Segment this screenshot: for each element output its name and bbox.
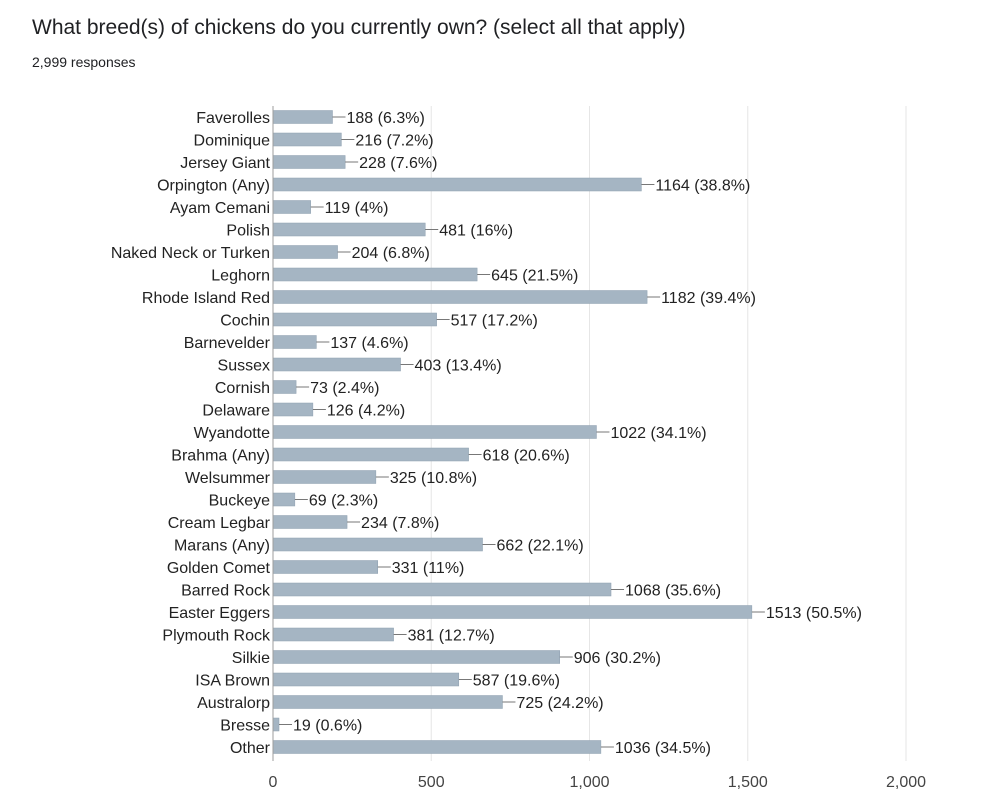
category-label: Easter Eggers xyxy=(169,605,270,622)
x-tick-label: 2,000 xyxy=(886,774,926,791)
bar xyxy=(272,695,503,709)
value-label: 204 (6.8%) xyxy=(352,245,430,262)
value-label: 662 (22.1%) xyxy=(497,538,584,555)
bar xyxy=(272,605,753,619)
category-label: Leghorn xyxy=(211,268,270,285)
question-title: What breed(s) of chickens do you current… xyxy=(32,16,686,39)
value-label: 1513 (50.5%) xyxy=(766,605,862,622)
x-tick-label: 1,500 xyxy=(728,774,768,791)
category-label: Golden Comet xyxy=(167,560,271,577)
bar xyxy=(272,245,338,259)
bar xyxy=(272,492,296,507)
category-label: Ayam Cemani xyxy=(170,200,270,217)
value-label: 228 (7.6%) xyxy=(359,155,437,172)
value-label: 216 (7.2%) xyxy=(355,133,433,150)
bar xyxy=(272,380,297,394)
bar xyxy=(272,335,317,349)
category-label: Silkie xyxy=(232,650,270,667)
value-label: 1036 (34.5%) xyxy=(615,740,711,757)
value-label: 126 (4.2%) xyxy=(327,403,405,420)
value-label: 403 (13.4%) xyxy=(415,358,502,375)
value-label: 188 (6.3%) xyxy=(347,110,425,127)
bar xyxy=(272,515,348,529)
bar xyxy=(272,560,379,574)
value-label: 725 (24.2%) xyxy=(516,695,603,712)
category-label: Welsummer xyxy=(185,470,271,487)
value-label: 481 (16%) xyxy=(439,223,513,240)
category-label: Plymouth Rock xyxy=(162,628,271,645)
bar xyxy=(272,177,642,192)
category-label: Barnevelder xyxy=(184,335,271,352)
category-label: Cochin xyxy=(220,313,270,330)
bar xyxy=(272,155,346,169)
x-tick-label: 0 xyxy=(269,774,278,791)
bar xyxy=(272,672,460,687)
value-label: 1022 (34.1%) xyxy=(610,425,706,442)
category-label: Faverolles xyxy=(196,110,270,127)
bar xyxy=(272,537,483,552)
bar xyxy=(272,717,280,732)
value-label: 325 (10.8%) xyxy=(390,470,477,487)
category-label: Brahma (Any) xyxy=(171,448,270,465)
bar xyxy=(272,582,612,597)
value-label: 119 (4%) xyxy=(325,200,389,217)
category-label: Orpington (Any) xyxy=(157,178,270,195)
bar xyxy=(272,110,333,124)
category-label: Dominique xyxy=(194,133,271,150)
category-label: Australorp xyxy=(197,695,270,712)
bar xyxy=(272,132,342,147)
value-label: 331 (11%) xyxy=(392,560,465,577)
bar xyxy=(272,740,602,754)
value-label: 19 (0.6%) xyxy=(293,718,362,735)
category-label: Barred Rock xyxy=(181,583,271,600)
category-label: Other xyxy=(230,740,271,757)
category-label: Delaware xyxy=(202,403,270,420)
value-label: 1068 (35.6%) xyxy=(625,583,721,600)
bar xyxy=(272,222,426,237)
bar xyxy=(272,267,478,282)
bar xyxy=(272,402,314,417)
x-tick-label: 1,000 xyxy=(569,774,609,791)
response-count: 2,999 responses xyxy=(32,54,136,70)
bar xyxy=(272,200,311,214)
value-label: 1182 (39.4%) xyxy=(661,290,756,307)
category-label: Marans (Any) xyxy=(174,538,270,555)
bar xyxy=(272,312,437,327)
bar xyxy=(272,357,401,372)
value-label: 1164 (38.8%) xyxy=(655,178,750,195)
category-label: Jersey Giant xyxy=(180,155,270,172)
category-label: Cornish xyxy=(215,380,270,397)
category-label: Rhode Island Red xyxy=(142,290,270,307)
category-label: Sussex xyxy=(218,358,270,375)
bar xyxy=(272,447,469,462)
value-label: 645 (21.5%) xyxy=(491,268,578,285)
bar xyxy=(272,290,648,304)
category-label: ISA Brown xyxy=(195,673,270,690)
category-label: Polish xyxy=(226,223,270,240)
value-label: 73 (2.4%) xyxy=(310,380,379,397)
x-tick-label: 500 xyxy=(418,774,445,791)
value-label: 381 (12.7%) xyxy=(408,628,495,645)
bar xyxy=(272,627,394,642)
bar xyxy=(272,650,560,664)
bar xyxy=(272,470,377,484)
category-label: Buckeye xyxy=(209,493,270,510)
value-label: 587 (19.6%) xyxy=(473,673,560,690)
category-label: Wyandotte xyxy=(194,425,270,442)
category-label: Cream Legbar xyxy=(168,515,271,532)
category-label: Naked Neck or Turken xyxy=(111,245,270,262)
bar xyxy=(272,425,597,439)
category-label: Bresse xyxy=(220,718,270,735)
value-label: 906 (30.2%) xyxy=(574,650,661,667)
value-label: 234 (7.8%) xyxy=(361,515,439,532)
value-label: 69 (2.3%) xyxy=(309,493,378,510)
value-label: 618 (20.6%) xyxy=(483,448,570,465)
value-label: 517 (17.2%) xyxy=(451,313,538,330)
value-label: 137 (4.6%) xyxy=(330,335,408,352)
